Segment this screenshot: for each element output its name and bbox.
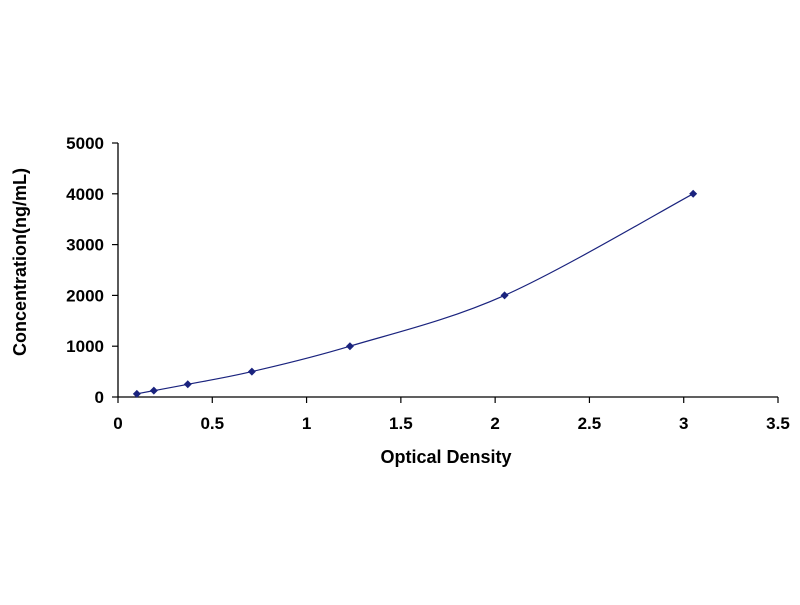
y-tick-label: 4000 xyxy=(66,185,104,204)
axes xyxy=(117,143,778,398)
y-tick-label: 2000 xyxy=(66,286,104,305)
x-tick-label: 2.5 xyxy=(578,414,602,433)
x-axis-title: Optical Density xyxy=(380,447,511,467)
x-tick-label: 0.5 xyxy=(200,414,224,433)
data-point xyxy=(689,189,698,198)
x-tick-label: 0 xyxy=(113,414,122,433)
data-point xyxy=(247,367,256,376)
y-tick-label: 1000 xyxy=(66,337,104,356)
data-point xyxy=(500,291,509,300)
data-point xyxy=(345,342,354,351)
x-tick-label: 2 xyxy=(490,414,499,433)
y-tick-label: 5000 xyxy=(66,134,104,153)
data-points xyxy=(132,189,698,398)
x-tick-label: 1 xyxy=(302,414,311,433)
y-tick-label: 0 xyxy=(95,388,104,407)
data-point xyxy=(183,380,192,389)
data-point xyxy=(132,389,141,398)
x-tick-label: 1.5 xyxy=(389,414,413,433)
x-tick-label: 3 xyxy=(679,414,688,433)
y-axis-title: Concentration(ng/mL) xyxy=(10,168,30,356)
x-tick-label: 3.5 xyxy=(766,414,790,433)
y-tick-label: 3000 xyxy=(66,236,104,255)
ticks: 0 0.5 1 1.5 2 2.5 3 3.5 0 1000 2000 3000 4000 5000 xyxy=(66,134,790,433)
data-point xyxy=(149,386,158,395)
trend-curve xyxy=(136,193,694,395)
